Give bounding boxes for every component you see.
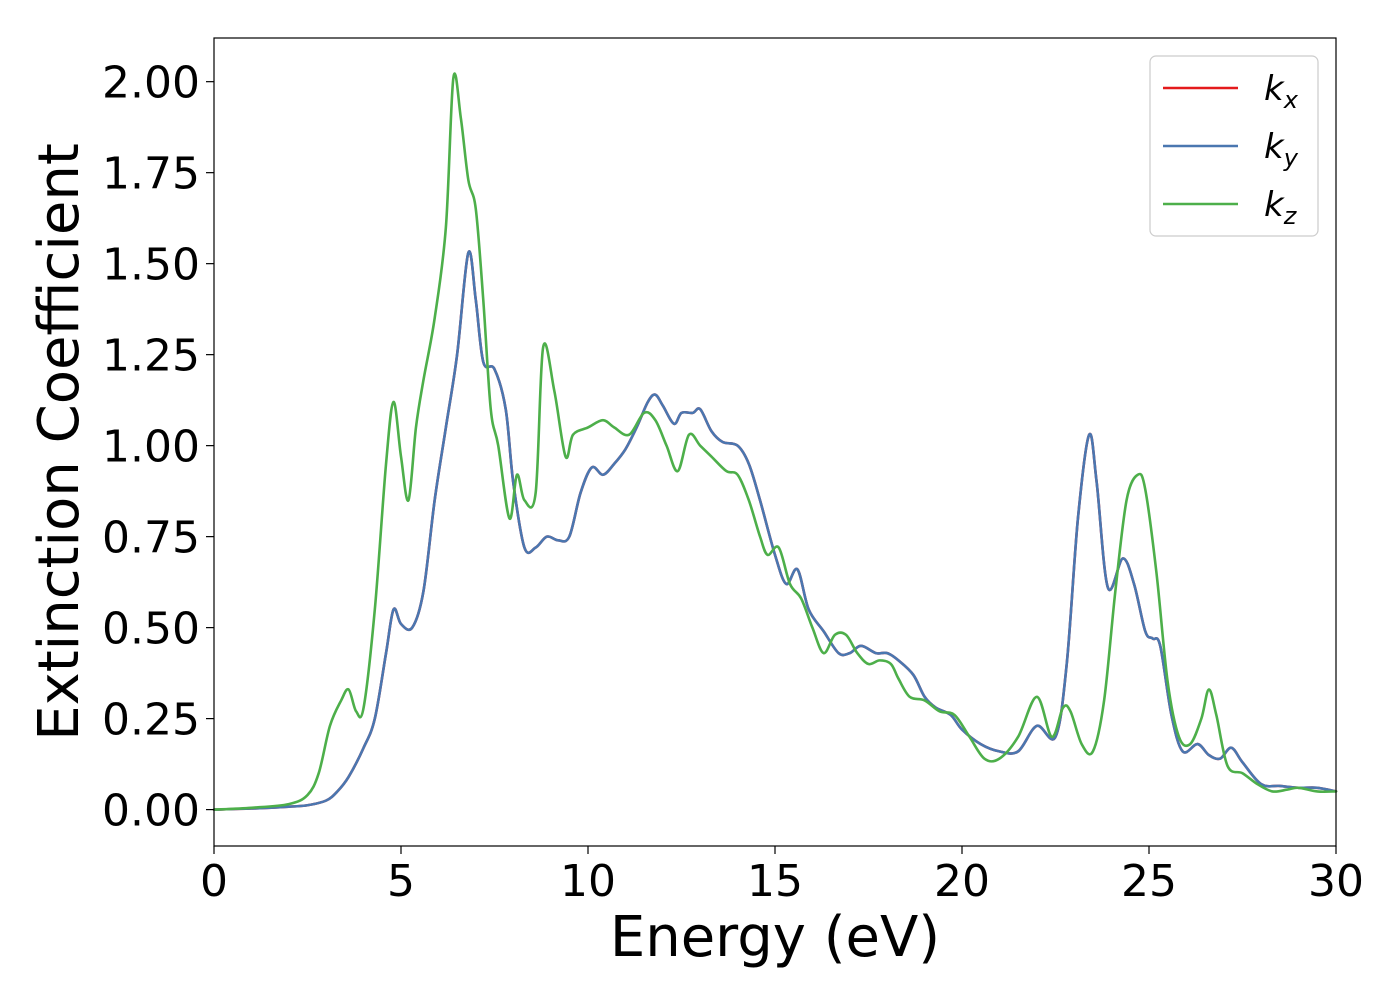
y-tick-label: 0.50 <box>102 604 200 655</box>
y-tick-label: 1.00 <box>102 422 200 473</box>
y-tick-label: 2.00 <box>102 58 200 109</box>
x-tick-label: 20 <box>934 856 990 907</box>
series-line-z <box>212 72 1338 811</box>
y-tick-label: 1.75 <box>102 149 200 200</box>
x-tick-label: 15 <box>747 856 803 907</box>
y-axis-title: Extinction Coefficient <box>27 143 92 741</box>
y-tick-label: 0.25 <box>102 695 200 746</box>
legend-label-y: ky <box>1264 127 1299 172</box>
x-tick-label: 0 <box>200 856 228 907</box>
legend-label-x: kx <box>1264 69 1299 114</box>
x-tick-label: 10 <box>560 856 616 907</box>
y-tick-label: 1.25 <box>102 331 200 382</box>
series-line-y <box>212 250 1338 811</box>
legend-label-z: kz <box>1264 185 1298 230</box>
x-axis: 0 5 10 15 20 25 30 <box>200 846 1364 907</box>
x-tick-label: 5 <box>387 856 415 907</box>
legend: kx ky kz <box>1149 55 1319 237</box>
y-axis: 0.00 0.25 0.50 0.75 1.00 1.25 1.50 1.75 2.00 <box>102 58 214 837</box>
y-tick-label: 1.50 <box>102 240 200 291</box>
x-axis-title: Energy (eV) <box>610 905 940 970</box>
y-tick-label: 0.00 <box>102 786 200 837</box>
series-layer <box>212 72 1338 811</box>
x-tick-label: 25 <box>1121 856 1177 907</box>
series-line-x <box>212 250 1338 811</box>
y-tick-label: 0.75 <box>102 513 200 564</box>
x-tick-label: 30 <box>1308 856 1364 907</box>
